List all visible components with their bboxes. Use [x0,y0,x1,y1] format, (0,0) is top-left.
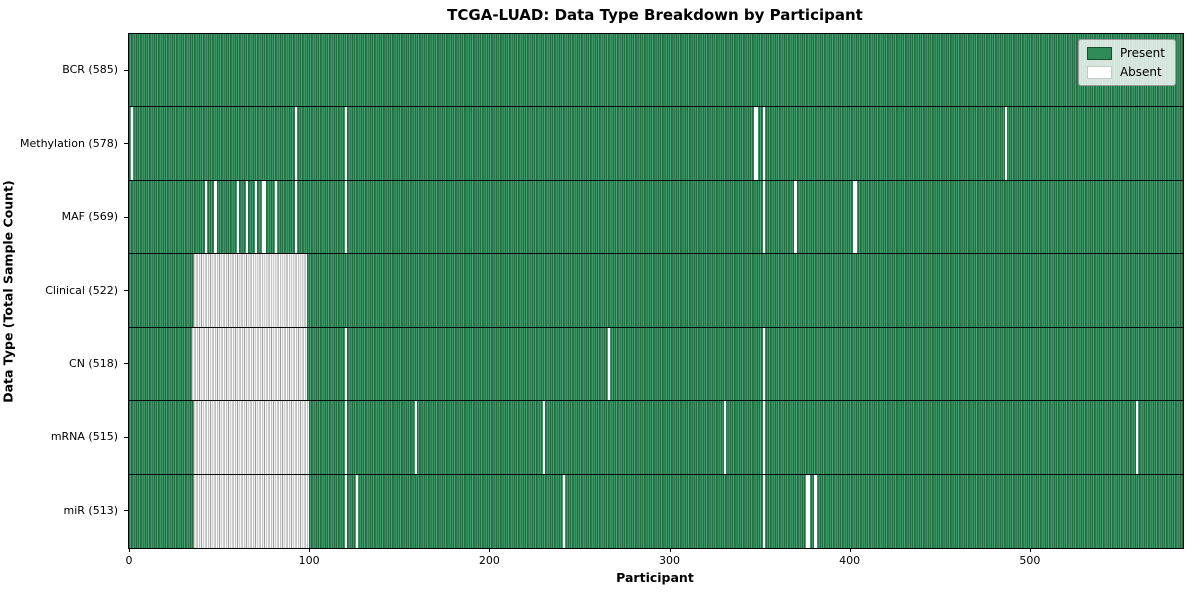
absent-stripe-maf-402 [853,180,857,254]
chart-title: TCGA-LUAD: Data Type Breakdown by Partic… [447,6,863,24]
x-tick-mark [1029,548,1031,552]
x-tick-mark [489,548,491,552]
absent-stripe-mir-380 [813,474,818,548]
absent-stripe-maf-60 [237,180,240,254]
x-tick-mark [849,548,851,552]
absent-stripe-cn-35 [192,327,308,401]
x-tick-label-300: 300 [659,554,680,567]
y-tick-label-maf: MAF (569) [61,210,118,224]
absent-stripe-methylation-92 [294,107,297,180]
x-tick-label-500: 500 [1019,554,1041,567]
x-tick-mark [669,548,671,552]
absent-stripe-mir-126 [356,474,358,548]
absent-stripe-mrna-559 [1136,401,1139,474]
y-tick-mark [124,290,128,291]
row-band-bcr [129,34,1183,108]
x-axis-label: Participant [616,570,694,585]
absent-stripe-mrna-352 [763,401,766,474]
legend-entry-present: Present [1086,46,1165,60]
y-tick-mark [124,216,128,218]
y-tick-mark [124,510,128,512]
y-tick-label-methylation: Methylation (578) [20,136,118,150]
y-tick-mark [124,363,128,365]
y-tick-mark [124,436,128,438]
absent-stripe-clinical-36 [193,254,308,327]
row-band-mrna [129,401,1183,475]
legend: Present Absent [1077,39,1176,86]
y-tick-label-bcr: BCR (585) [62,63,118,77]
absent-stripe-maf-42 [204,180,207,254]
x-tick-label-0: 0 [125,554,133,567]
row-bands-container [129,34,1183,548]
legend-present-swatch-icon [1086,46,1112,60]
legend-entry-absent: Absent [1086,65,1165,79]
y-tick-label-cn: CN (518) [69,356,118,370]
absent-stripe-cn-120 [345,327,348,401]
absent-stripe-maf-352 [763,180,766,254]
y-tick-mark [124,143,128,145]
x-tick-label-200: 200 [478,554,500,567]
row-band-cn [129,327,1183,402]
absent-stripe-methylation-120 [345,107,348,180]
absent-stripe-methylation-486 [1004,107,1007,180]
absent-stripe-maf-47 [213,180,218,254]
absent-stripe-maf-70 [255,180,258,254]
legend-present-label: Present [1119,46,1165,60]
absent-stripe-mir-376 [806,474,811,548]
absent-stripe-maf-92 [294,180,297,254]
row-band-mir [129,474,1183,548]
absent-stripe-cn-266 [608,327,611,401]
absent-stripe-mir-36 [193,474,310,548]
absent-stripe-cn-352 [763,327,766,401]
y-tick-label-mrna: mRNA (515) [50,430,118,444]
absent-stripe-mir-352 [763,474,766,548]
absent-stripe-methylation-352 [763,107,766,180]
absent-stripe-mrna-159 [415,401,418,474]
absent-stripe-maf-120 [345,180,348,254]
absent-stripe-maf-369 [793,180,798,254]
absent-stripe-mrna-230 [543,401,546,474]
row-band-maf [129,180,1183,255]
absent-stripe-mrna-330 [723,401,726,474]
absent-stripe-mrna-120 [345,401,348,474]
x-tick-label-100: 100 [298,554,320,567]
legend-absent-label: Absent [1119,65,1162,79]
legend-absent-swatch-icon [1086,65,1112,79]
x-tick-label-400: 400 [839,554,861,567]
absent-stripe-mir-120 [345,474,348,548]
absent-stripe-maf-65 [246,180,249,254]
absent-stripe-methylation-1 [130,107,133,180]
row-band-clinical [129,254,1183,328]
row-band-methylation [129,107,1183,181]
x-tick-mark [309,548,311,552]
plot-area: Present Absent [128,33,1184,549]
absent-stripe-methylation-347 [754,107,758,180]
y-tick-label-clinical: Clinical (522) [45,283,118,297]
y-tick-mark [124,69,128,71]
absent-stripe-maf-74 [262,180,266,254]
absent-stripe-mrna-36 [193,401,310,474]
x-tick-mark [129,548,130,552]
absent-stripe-maf-81 [274,180,277,254]
y-tick-label-mir: miR (513) [63,503,119,517]
absent-stripe-mir-241 [563,474,566,548]
